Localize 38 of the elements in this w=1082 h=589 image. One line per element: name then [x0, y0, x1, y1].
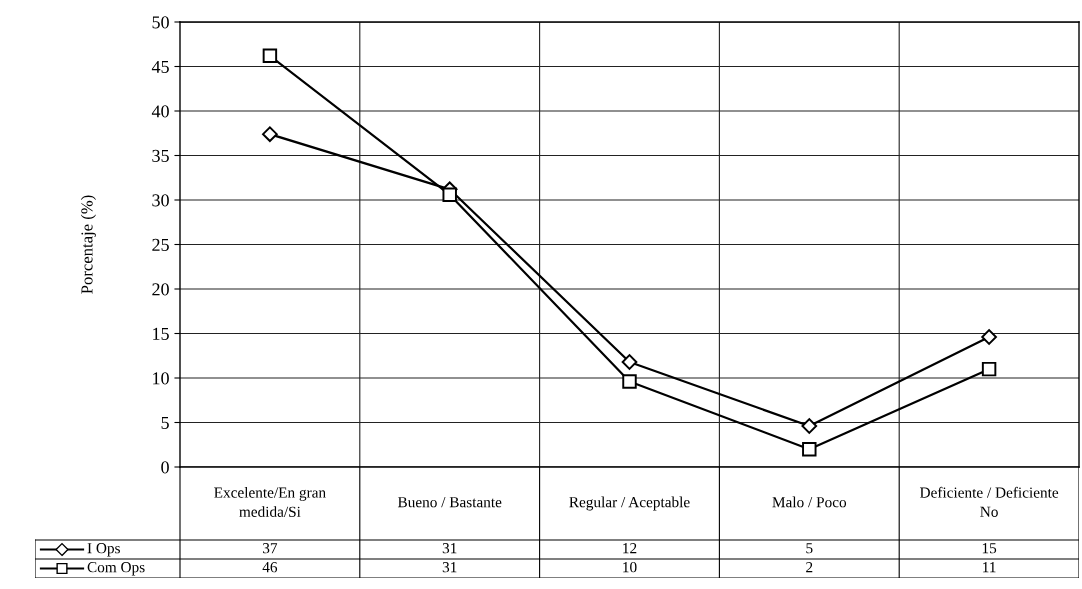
y-tick-label: 35: [152, 149, 169, 162]
y-tick-label: 0: [161, 461, 169, 474]
legend-label: I Ops: [87, 543, 120, 557]
point: [442, 187, 457, 202]
point: [262, 126, 278, 142]
x-tick-label: Excelente/En gran medida/Si: [214, 486, 326, 517]
y-tick-label: 15: [153, 327, 169, 340]
y-tick-label: 30: [152, 194, 169, 207]
data-label: 31: [442, 562, 457, 573]
data-label: 37: [262, 543, 278, 554]
point: [801, 418, 818, 434]
y-tick-label: 20: [152, 283, 169, 296]
point: [981, 329, 997, 345]
x-tick-label: Malo / Poco: [772, 496, 847, 508]
point: [981, 361, 997, 377]
data-label: 10: [623, 562, 637, 573]
data-label: 46: [262, 562, 278, 573]
data-label: 15: [982, 543, 997, 554]
x-tick-label: Deficiente / Deficiente No: [919, 486, 1059, 517]
y-tick-label: 40: [151, 105, 169, 118]
data-label: 2: [806, 562, 813, 573]
legend-label: Com Ops: [87, 562, 145, 576]
x-tick-label: Regular / Aceptable: [569, 496, 690, 511]
y-tick-label: 5: [161, 416, 169, 429]
y-tick-label: 10: [153, 372, 169, 385]
x-tick-label: Bueno / Bastante: [397, 497, 502, 508]
point: [621, 354, 638, 370]
y-axis-title: Porcentaje (%): [80, 195, 96, 294]
y-tick-label: 45: [151, 60, 169, 73]
data-label: 5: [806, 543, 813, 554]
y-tick-label: 50: [152, 16, 169, 29]
data-label: 11: [983, 562, 996, 573]
point: [802, 441, 817, 457]
y-tick-label: 25: [152, 238, 169, 251]
point: [262, 48, 278, 64]
point: [622, 374, 637, 389]
data-label: 31: [442, 543, 457, 554]
data-label: 12: [623, 543, 637, 554]
